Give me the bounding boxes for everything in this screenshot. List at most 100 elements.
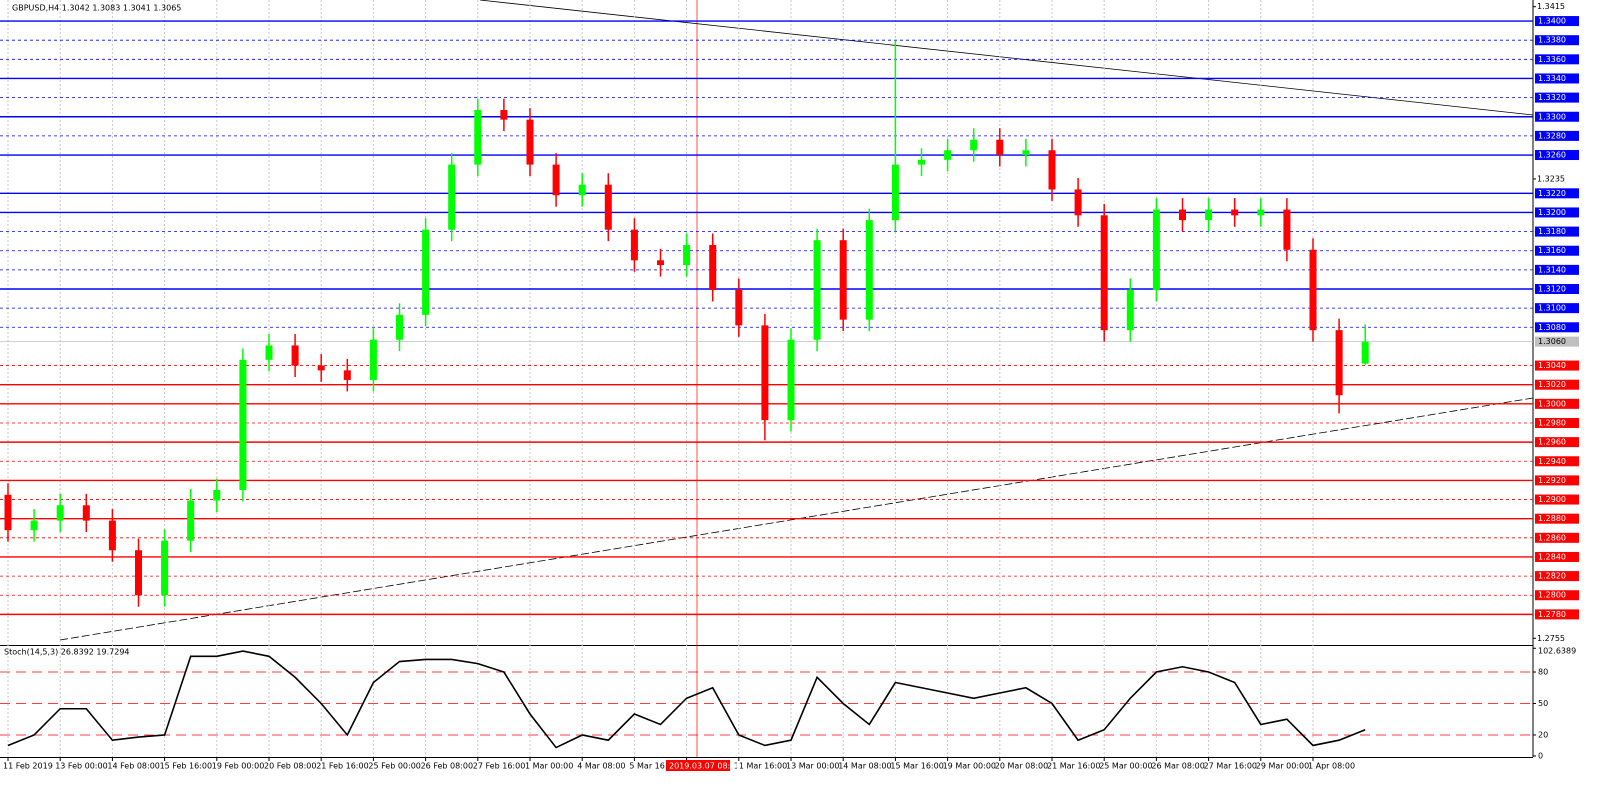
level-label: 1.2960: [1538, 438, 1566, 447]
level-label: 1.3400: [1538, 17, 1566, 26]
candle-body: [552, 164, 560, 196]
candle-body: [1283, 209, 1291, 250]
level-label: 1.3040: [1538, 361, 1566, 370]
x-tick-label: 19 Mar 00:00: [943, 762, 996, 771]
x-tick-label: 25 Feb 00:00: [368, 762, 420, 771]
level-label-box: [1535, 207, 1579, 218]
level-label-box: [1535, 35, 1579, 46]
level-label: 1.3200: [1538, 208, 1566, 217]
x-tick-label: 27 Mar 16:00: [1204, 762, 1257, 771]
x-tick-label: 26 Mar 08:00: [1151, 762, 1204, 771]
y-tick-label: 0: [1538, 751, 1543, 760]
y-tick-label: 50: [1538, 699, 1548, 708]
level-label-box: [1535, 150, 1579, 161]
x-tick-label: 1 Mar 00:00: [525, 762, 573, 771]
candle-body: [422, 229, 430, 315]
level-label: 1.3380: [1538, 36, 1566, 45]
x-tick-label: 20 Mar 08:00: [995, 762, 1048, 771]
plot: 1.3415 1.3235 1.2755 1.3400 1.3380 1.3360 1.33…: [0, 0, 1579, 771]
candle-body: [761, 325, 769, 421]
candle-body: [265, 345, 273, 360]
level-label: 1.2840: [1538, 552, 1566, 561]
level-label-box: [1535, 609, 1579, 620]
candle-body: [239, 359, 247, 490]
level-label: 1.2920: [1538, 476, 1566, 485]
level-label: 1.3320: [1538, 93, 1566, 102]
candle-body: [500, 110, 508, 120]
level-label: 1.3140: [1538, 265, 1566, 274]
level-label-box: [1535, 532, 1579, 543]
candle-body: [1179, 209, 1186, 221]
level-label: 1.3260: [1538, 151, 1566, 160]
level-label-box: [1535, 456, 1579, 467]
y-tick-label: 20: [1538, 730, 1548, 739]
level-label-box: [1535, 398, 1579, 409]
candle-body: [108, 520, 116, 551]
candle-body: [604, 184, 612, 230]
candle-body: [1257, 209, 1265, 216]
level-label: 1.3220: [1538, 189, 1566, 198]
level-label-box: [1535, 494, 1579, 505]
level-label-box: [1535, 73, 1579, 84]
level-label-box: [1535, 322, 1579, 333]
candle-body: [1022, 150, 1030, 156]
level-label: 1.3000: [1538, 399, 1566, 408]
x-tick-label: 26 Feb 08:00: [421, 762, 473, 771]
level-label: 1.3080: [1538, 323, 1566, 332]
candle-body: [630, 229, 638, 261]
candle-body: [1100, 215, 1108, 331]
level-label: 1.2900: [1538, 495, 1566, 504]
x-tick-label: 21 Feb 16:00: [316, 762, 368, 771]
candle-body: [343, 370, 351, 380]
level-label-box: [1535, 571, 1579, 582]
chart-title: GBPUSD,H4 1.3042 1.3083 1.3041 1.3065: [12, 4, 181, 13]
candle-body: [369, 339, 377, 380]
level-label-box: [1535, 188, 1579, 199]
candle-body: [735, 289, 743, 326]
x-tick-label: 21 Mar 16:00: [1047, 762, 1100, 771]
candle-body: [82, 505, 90, 521]
candle-body: [56, 505, 64, 521]
candle-body: [996, 139, 1004, 156]
level-label: 1.2980: [1538, 418, 1566, 427]
candle-body: [891, 164, 899, 221]
candle-body: [161, 540, 169, 596]
x-tick-label: 14 Mar 08:00: [838, 762, 891, 771]
level-label-box: [1535, 303, 1579, 314]
level-label-box: [1535, 551, 1579, 562]
candle-body: [526, 119, 534, 165]
level-label-box: [1535, 284, 1579, 295]
candle-body: [30, 520, 38, 531]
candle-body: [474, 110, 482, 165]
candle-body: [970, 139, 978, 151]
level-label: 1.3120: [1538, 285, 1566, 294]
x-tick-label: 11 Mar 16:00: [734, 762, 787, 771]
level-label: 1.2780: [1538, 610, 1566, 619]
y-tick-label: 1.2755: [1537, 634, 1565, 643]
candle-body: [1205, 209, 1213, 221]
candle-body: [291, 345, 299, 366]
candle-body: [865, 220, 873, 320]
indicator-title: Stoch(14,5,3) 26.8392 19.7294: [4, 648, 130, 657]
y-tick-label: 1.3415: [1537, 2, 1565, 11]
candle-body: [1126, 289, 1134, 331]
candle-body: [709, 244, 717, 290]
level-label: 1.3020: [1538, 380, 1566, 389]
candle-body: [448, 164, 456, 230]
level-label: 1.2820: [1538, 572, 1566, 581]
candle-body: [1152, 209, 1160, 290]
level-label: 1.2940: [1538, 457, 1566, 466]
level-label: 1.3100: [1538, 304, 1566, 313]
level-label: 1.3280: [1538, 131, 1566, 140]
level-label: 1.3300: [1538, 112, 1566, 121]
candle-body: [187, 500, 195, 541]
candle-body: [213, 489, 221, 501]
candle-body: [135, 550, 142, 596]
level-label-box: [1535, 111, 1579, 122]
level-label: 1.3180: [1538, 227, 1566, 236]
stochastic-line: [7, 650, 1366, 749]
level-label: 1.3160: [1538, 246, 1566, 255]
price-label: 1.3060: [1538, 337, 1566, 346]
